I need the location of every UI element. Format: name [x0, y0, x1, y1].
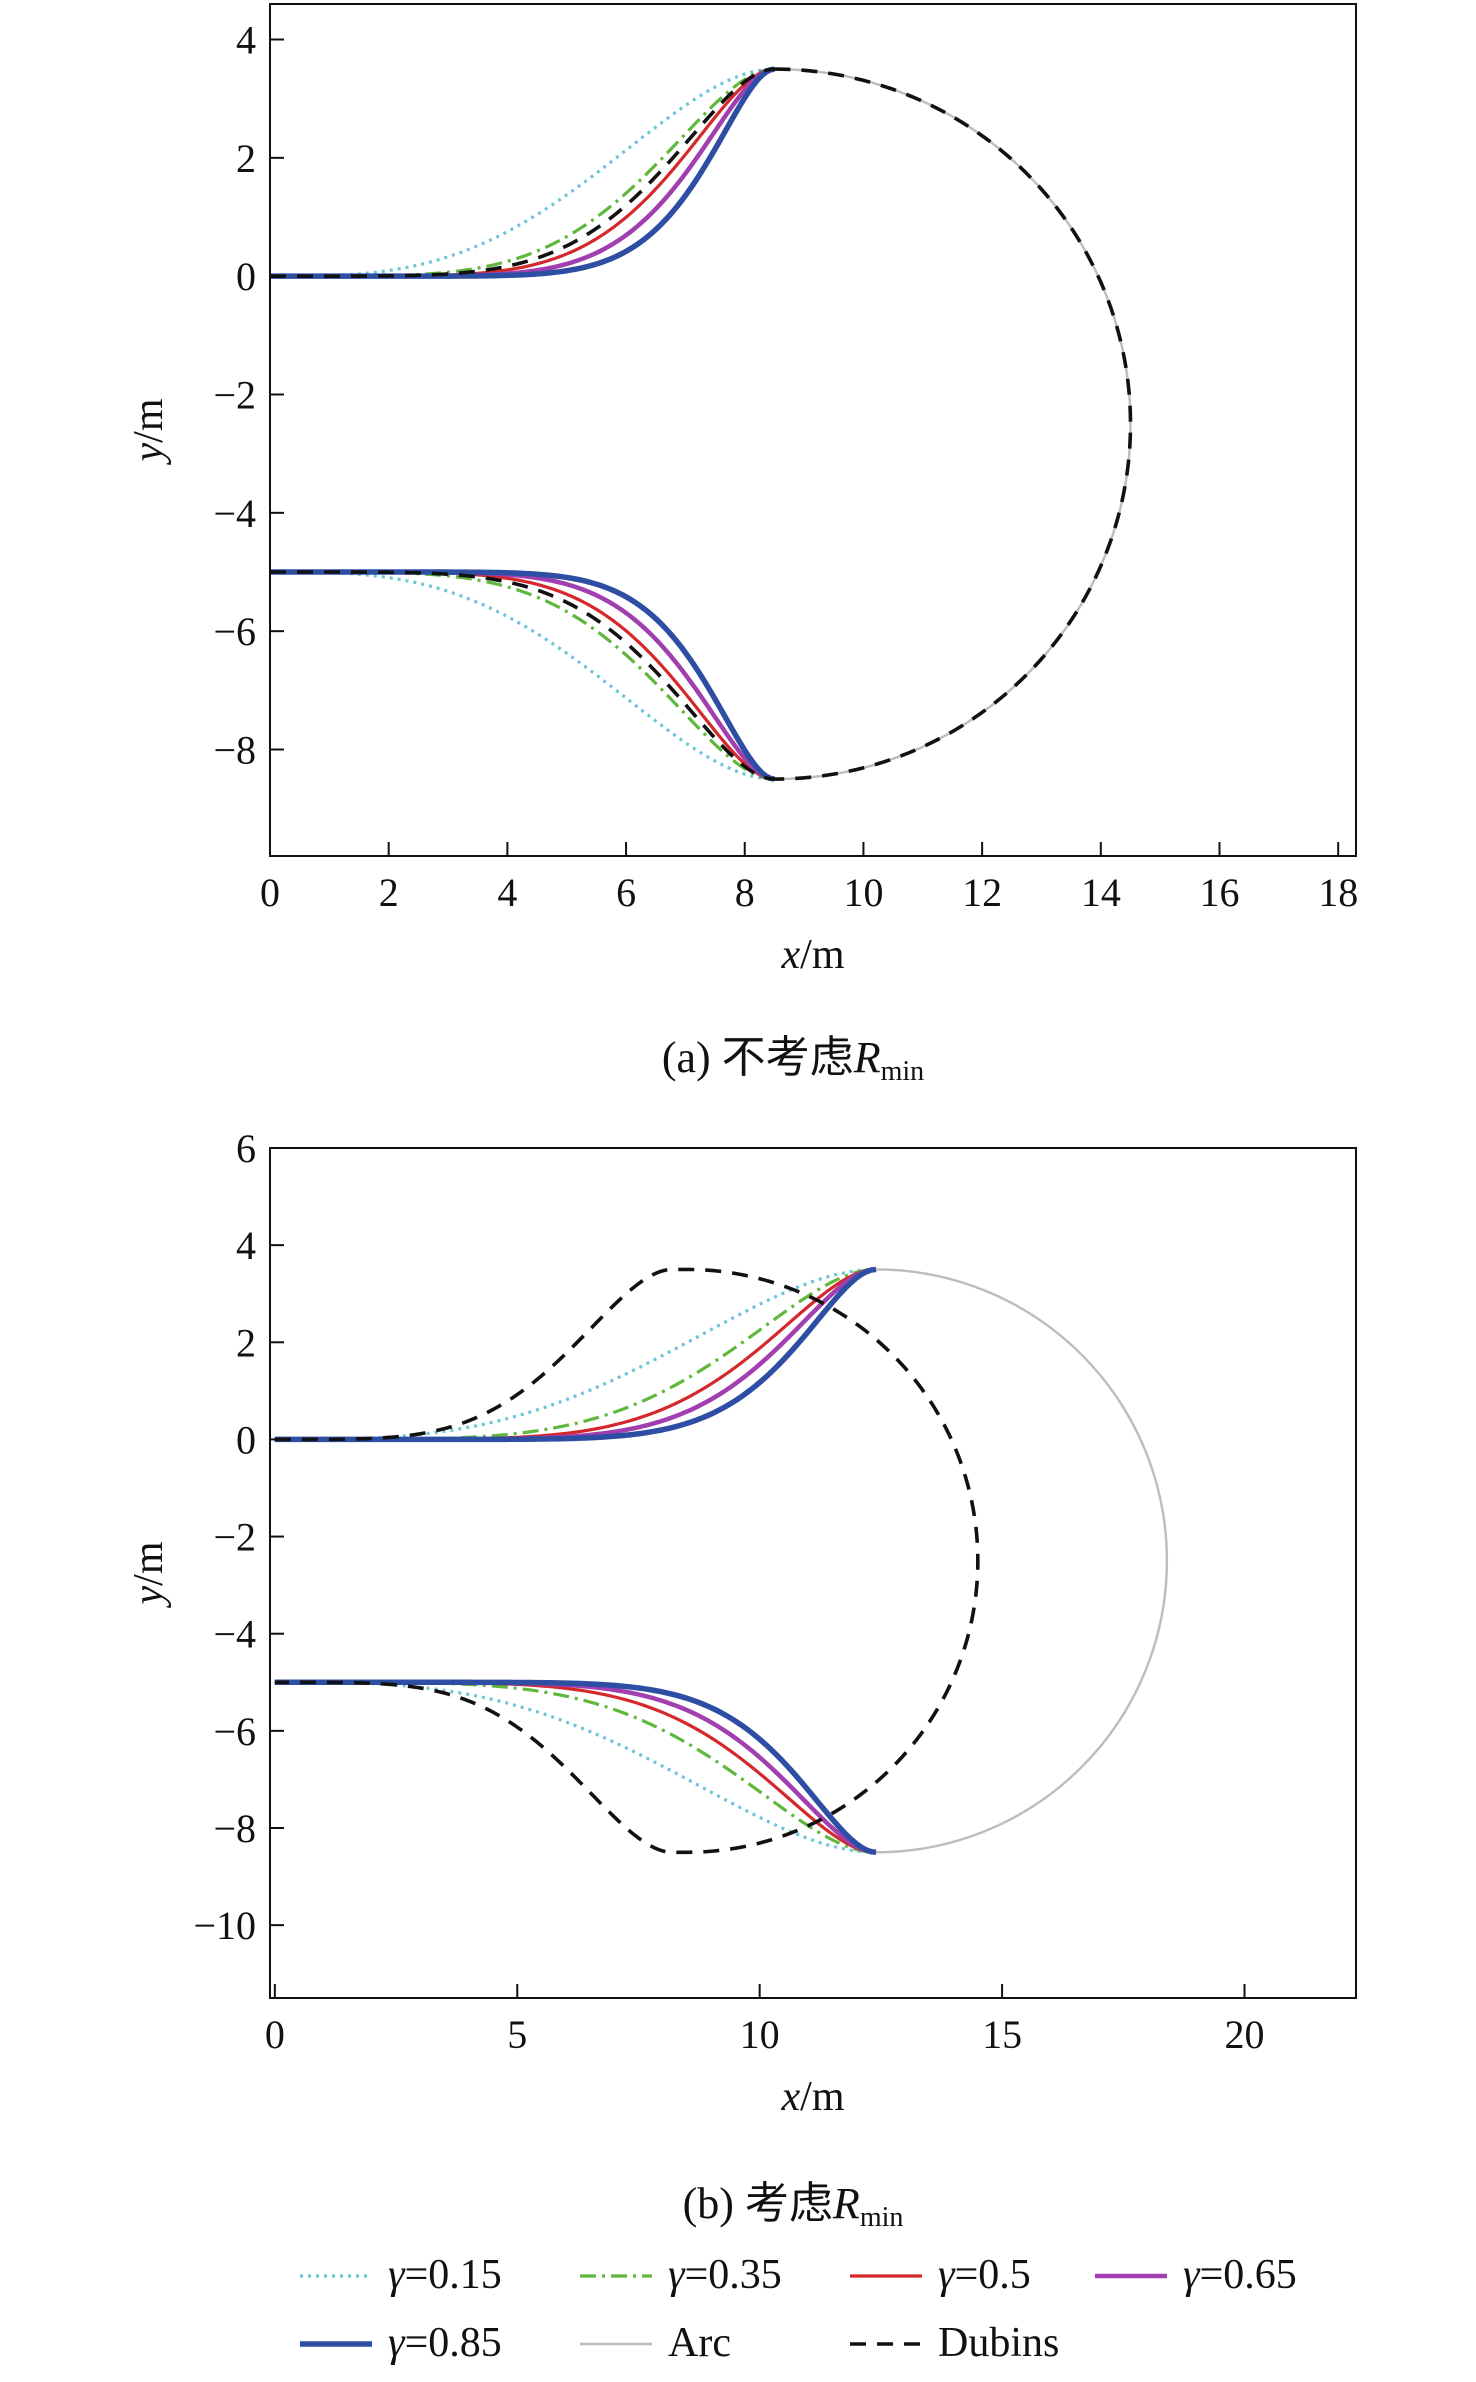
dubins-line-lower: [270, 570, 775, 781]
x-tick-label: 16: [1200, 870, 1240, 915]
series-line-upper-g015: [274, 1267, 877, 1442]
y-tick-label: −2: [213, 1515, 256, 1560]
x-tick-label: 8: [735, 870, 755, 915]
y-tick-label: 2: [236, 136, 256, 181]
x-tick-label: 4: [497, 870, 517, 915]
chart-panel-a: 0 2 4 6 8 10 12 14 16 18 4 2 0 −2 −4 −6 −8 x/m y/m (a) 不考虑R…: [126, 3, 1358, 1087]
legend-label-g015: γ=0.15: [388, 2252, 502, 2298]
x-tick-label: 0: [260, 870, 280, 915]
x-tick-label: 6: [616, 870, 636, 915]
legend-label-g085: γ=0.85: [388, 2320, 502, 2366]
plot-area-frame: [269, 1147, 1357, 1999]
x-tick-label: 5: [507, 2012, 527, 2057]
x-tick-label: 12: [962, 870, 1002, 915]
arc-line: [774, 67, 1132, 781]
y-tick-label: −8: [213, 1806, 256, 1851]
dubins-arc: [774, 67, 1133, 781]
dubins-line: [274, 1267, 980, 1855]
y-tick-label: −4: [213, 491, 256, 536]
y-tick-label: −4: [213, 1612, 256, 1657]
y-tick-label: −6: [213, 1709, 256, 1754]
y-tick-label: 6: [236, 1126, 256, 1171]
x-tick-label: 2: [379, 870, 399, 915]
y-tick-label: 2: [236, 1320, 256, 1365]
legend-label-g065: γ=0.65: [1183, 2252, 1297, 2298]
x-tick-label: 20: [1224, 2012, 1264, 2057]
x-tick-label: 10: [740, 2012, 780, 2057]
plot-area-frame: [269, 3, 1357, 857]
legend-label-g035: γ=0.35: [668, 2252, 782, 2298]
legend-label-dubins: Dubins: [938, 2320, 1059, 2366]
y-tick-label: −6: [213, 609, 256, 654]
y-axis-label: y/m: [126, 1541, 172, 1608]
series-line-lower-g015: [274, 1680, 877, 1854]
y-tick-label: 4: [236, 18, 256, 63]
x-axis-label: x/m: [781, 2074, 845, 2120]
series-line-upper-g085: [270, 66, 775, 279]
legend-label-arc: Arc: [668, 2320, 731, 2366]
y-tick-label: −8: [213, 728, 256, 773]
series-line-lower-g085: [274, 1679, 877, 1856]
legend-label-g050: γ=0.5: [938, 2252, 1031, 2298]
y-tick-label: 0: [236, 1417, 256, 1462]
y-tick-label: −2: [213, 373, 256, 418]
y-tick-label: 0: [236, 254, 256, 299]
y-axis-label: y/m: [126, 398, 172, 465]
x-tick-label: 15: [982, 2012, 1022, 2057]
panel-caption: (a) 不考虑Rmin: [662, 1033, 924, 1087]
y-tick-label: 4: [236, 1223, 256, 1268]
y-tick-label: −10: [193, 1903, 256, 1948]
x-tick-label: 0: [265, 2012, 285, 2057]
arc-line: [876, 1268, 1169, 1854]
dubins-line-upper: [270, 67, 775, 278]
x-axis-label: x/m: [781, 932, 845, 978]
x-tick-label: 14: [1081, 870, 1121, 915]
panel-caption: (b) 考虑Rmin: [683, 2179, 904, 2233]
series-line-lower-g085: [270, 569, 775, 782]
x-tick-label: 10: [843, 870, 883, 915]
x-tick-label: 18: [1318, 870, 1358, 915]
series-line-upper-g085: [274, 1266, 877, 1443]
chart-legend: γ=0.15 γ=0.35 γ=0.5 γ=0.65 γ=0.85 Arc Dubins: [300, 2252, 1297, 2366]
